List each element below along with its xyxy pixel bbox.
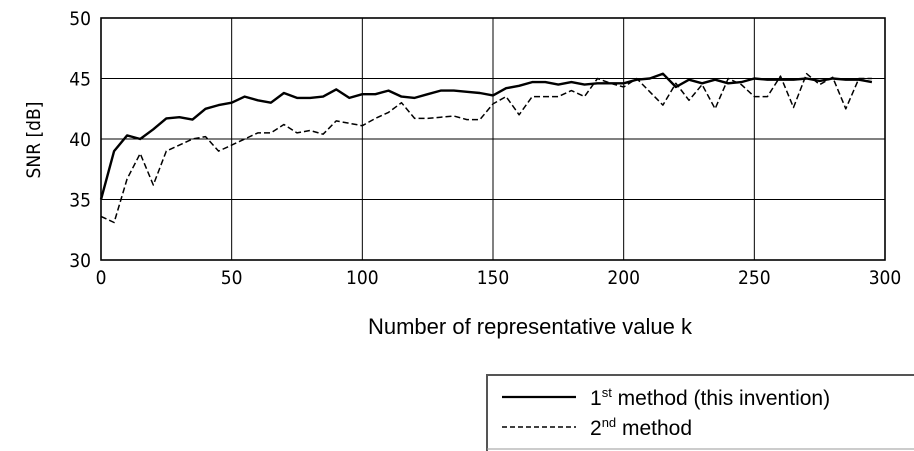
x-axis-label: Number of representative value k [368, 314, 693, 339]
series-2nd-method-line [100, 72, 872, 224]
y-axis-ticks: 30 35 40 45 50 [69, 8, 91, 272]
series-lines [99, 72, 873, 224]
y-tick-label: 40 [69, 129, 91, 151]
series-1st-method-line [99, 72, 873, 200]
grid-lines [101, 18, 885, 260]
y-tick-label: 50 [69, 8, 91, 30]
y-tick-label: 30 [69, 250, 91, 272]
y-axis-label: SNR [dB] [23, 102, 45, 179]
x-tick-label: 200 [607, 267, 640, 289]
plot-area-frame [100, 17, 886, 261]
x-tick-label: 0 [96, 267, 107, 289]
x-tick-label: 300 [869, 267, 902, 289]
x-tick-label: 150 [477, 267, 510, 289]
legend-label-series-2: 2nd method [590, 415, 692, 440]
legend-label-series-1: 1st method (this invention) [590, 385, 830, 410]
x-axis-ticks: 0 50 100 150 200 250 300 [96, 267, 902, 289]
y-tick-label: 35 [69, 190, 91, 212]
legend: 1st method (this invention) 2nd method [486, 374, 914, 451]
y-tick-label: 45 [69, 69, 91, 91]
x-tick-label: 50 [221, 267, 243, 289]
x-tick-label: 100 [346, 267, 379, 289]
x-tick-label: 250 [738, 267, 771, 289]
